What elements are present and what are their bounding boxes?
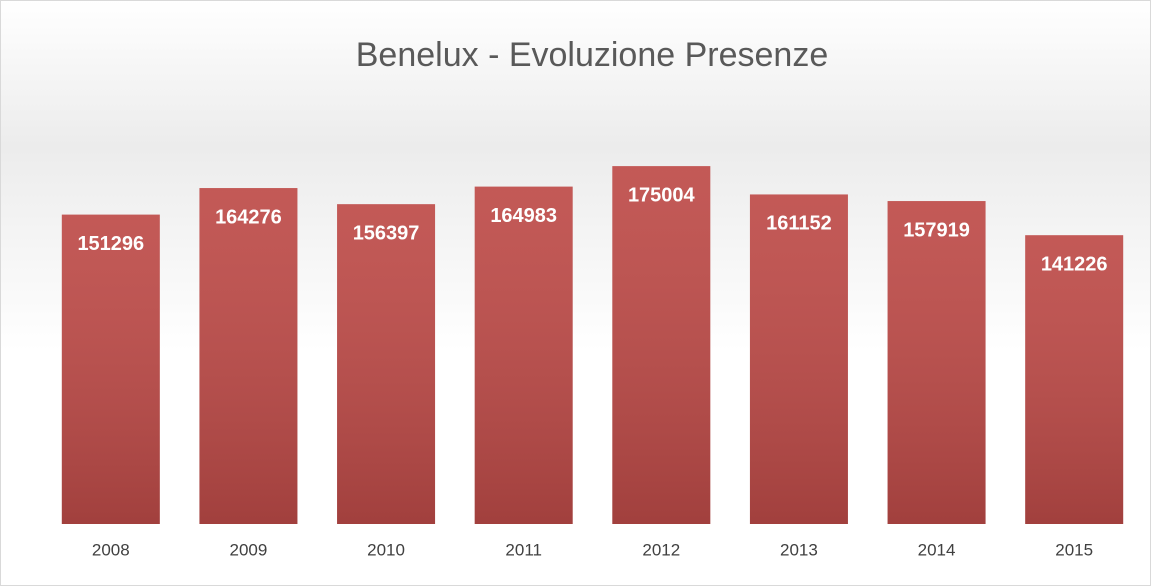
x-tick-label: 2014 (918, 540, 956, 559)
bar-shade (474, 186, 573, 524)
value-label: 164276 (215, 206, 282, 228)
bar-shade (1025, 235, 1124, 525)
x-tick-label: 2008 (92, 540, 130, 559)
x-tick-label: 2009 (230, 540, 268, 559)
value-label: 151296 (77, 233, 144, 255)
value-label: 157919 (903, 219, 970, 241)
bar-shade (199, 188, 298, 524)
bar-shade (61, 214, 160, 525)
bar-shade (749, 194, 848, 524)
bar-shade (887, 201, 986, 524)
bar-shade (337, 204, 436, 524)
x-tick-label: 2010 (367, 540, 405, 559)
bar-shade (612, 166, 711, 524)
value-label: 164983 (490, 205, 557, 227)
value-label: 141226 (1041, 253, 1108, 275)
value-label: 161152 (766, 213, 832, 235)
chart-title: Benelux - Evoluzione Presenze (356, 36, 829, 74)
value-label: 175004 (628, 184, 696, 206)
x-tick-label: 2011 (505, 540, 542, 559)
x-tick-label: 2012 (642, 540, 680, 559)
value-label: 156397 (353, 222, 420, 244)
x-tick-label: 2015 (1055, 540, 1093, 559)
x-tick-label: 2013 (780, 540, 818, 559)
